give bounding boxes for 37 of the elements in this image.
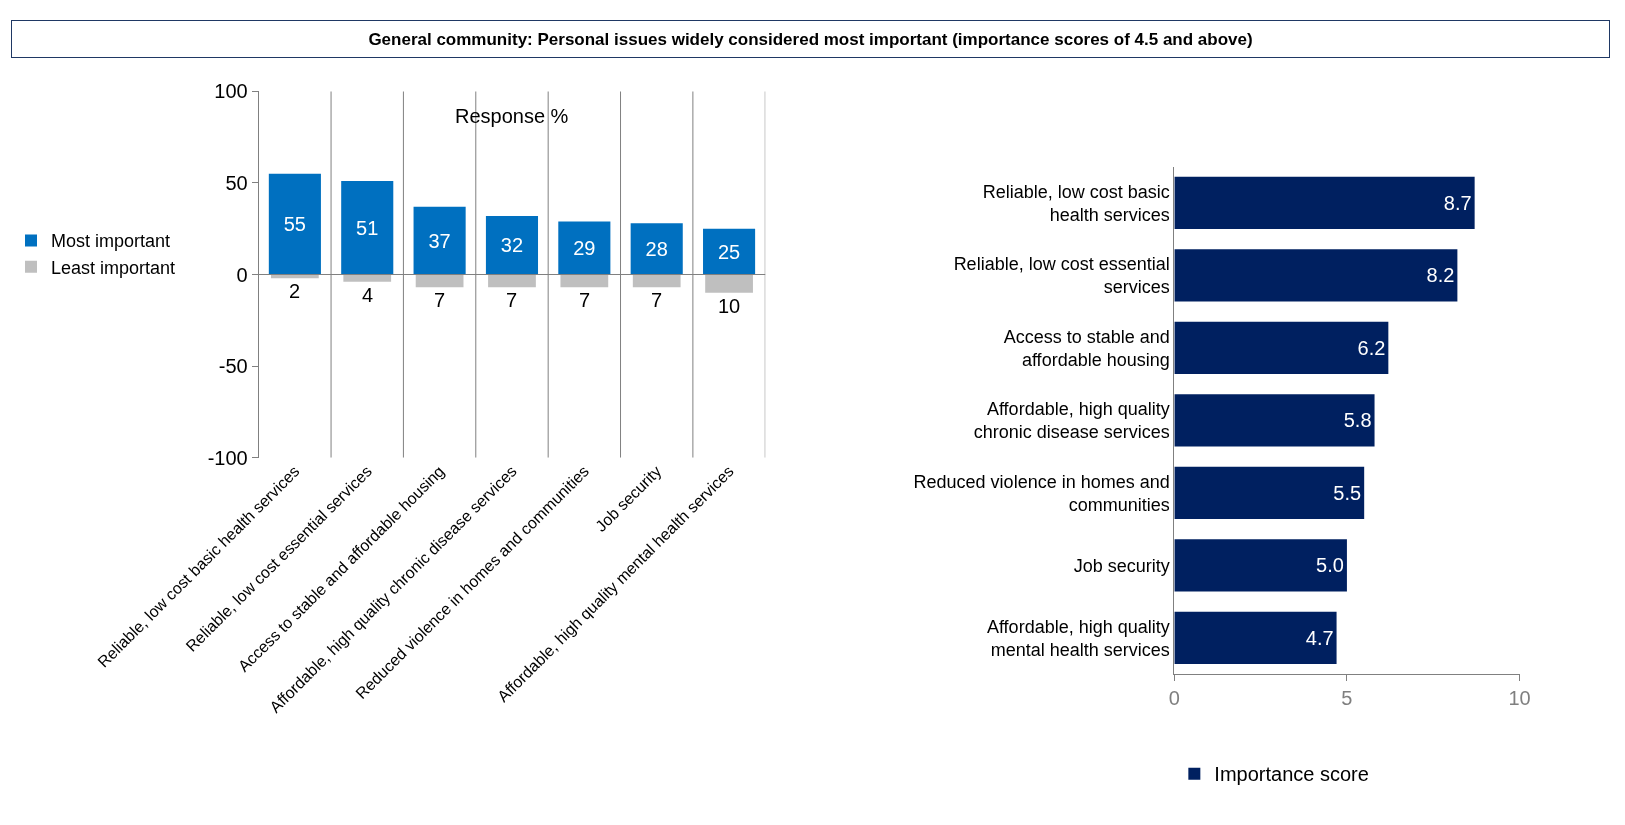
y-tick-label: Affordable, high quality chronic disease services — [973, 399, 1170, 443]
legend-label: Most important — [51, 231, 171, 252]
data-label: 4 — [362, 284, 374, 306]
data-label: 6.2 — [1357, 336, 1386, 359]
x-tick-label: 10 — [1508, 687, 1531, 710]
legend-label: Least important — [51, 257, 176, 278]
y-tick-label: -50 — [218, 355, 248, 378]
x-tick-label: 5 — [1341, 687, 1353, 710]
data-label: 7 — [434, 289, 446, 311]
legend-label: Importance score — [1214, 763, 1369, 786]
data-label: 55 — [283, 213, 306, 236]
y-tick-label: Reliable, low cost essential services — [953, 254, 1170, 298]
data-label: 8.7 — [1443, 191, 1472, 214]
data-label: 29 — [573, 236, 596, 259]
data-label: 4.7 — [1305, 626, 1334, 649]
y-tick-label: -100 — [207, 446, 248, 469]
data-label: 5.8 — [1343, 409, 1372, 432]
y-tick-label: 100 — [214, 80, 248, 103]
data-label: 5.5 — [1333, 481, 1362, 504]
data-label: 25 — [717, 240, 741, 263]
data-label: 2 — [289, 280, 301, 302]
data-label: 5.0 — [1316, 554, 1344, 577]
data-label: 8.2 — [1426, 264, 1455, 287]
annotation: Response % — [455, 105, 569, 127]
data-label: 7 — [506, 289, 518, 311]
data-label: 7 — [651, 289, 663, 311]
y-tick-label: 50 — [225, 171, 248, 194]
y-tick-label: Access to stable and affordable housing — [1003, 326, 1170, 370]
data-label: 7 — [579, 289, 591, 311]
text: General community: Personal issues widely considered most important (importance scores of 4.5 and above) — [368, 29, 1253, 49]
y-tick-label: Reliable, low cost basic health services — [982, 181, 1170, 225]
data-label: 28 — [645, 237, 668, 260]
data-label: 37 — [428, 229, 451, 252]
data-label: 10 — [718, 295, 741, 317]
data-label: 32 — [500, 234, 524, 257]
data-label: 51 — [356, 216, 379, 239]
y-tick-label: 0 — [236, 263, 248, 286]
